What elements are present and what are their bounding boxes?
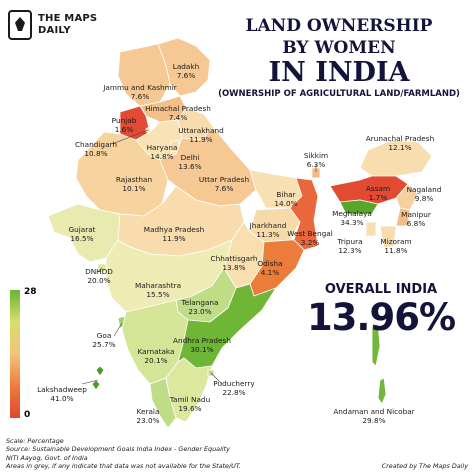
region-odisha [249, 239, 305, 297]
region-tamil-nadu [165, 357, 213, 423]
region-meghalaya [339, 199, 379, 215]
scale-max-label: 28 [24, 287, 37, 297]
label-haryana: Haryana 14.8% [146, 143, 178, 161]
label-uttarakhand: Uttarakhand 11.9% [178, 126, 224, 144]
label-uttar-pradesh: Uttar Pradesh 7.6% [198, 175, 250, 193]
label-puducherry: Puducherry 22.8% [213, 379, 255, 397]
label-meghalaya: Meghalaya 34.3% [332, 209, 372, 227]
label-jammu-and-kashmir: Jammu and Kashmir 7.6% [103, 83, 177, 101]
label-rajasthan: Rajasthan 10.1% [115, 175, 153, 193]
label-sikkim: Sikkim 6.3% [303, 151, 329, 169]
label-mizoram: Mizoram 11.8% [380, 237, 412, 255]
region-sikkim [311, 167, 321, 179]
label-kerala: Kerala 23.0% [136, 407, 160, 425]
note-line: Areas in grey, if any indicate that data… [6, 461, 241, 470]
label-odisha: Odisha 4.1% [257, 259, 283, 277]
title-line-2: BY WOMEN [282, 38, 396, 58]
map-pin-logo-icon [8, 10, 32, 40]
label-nagaland: Nagaland 9.8% [406, 185, 442, 203]
region-rajasthan [75, 131, 169, 217]
scale-min-label: 0 [24, 410, 31, 420]
overall-label: OVERALL INDIA [324, 282, 438, 297]
brand-line-2: DAILY [38, 25, 71, 36]
map-subtitle: (OWNERSHIP OF AGRICULTURAL LAND/FARMLAND… [218, 89, 460, 99]
label-west-bengal: West Bengal 3.2% [287, 229, 333, 247]
credit-text: Created by The Maps Daily [381, 462, 468, 470]
note-line: NITI Aayog, Govt. of India [6, 453, 88, 462]
label-lakshadweep: Lakshadweep 41.0% [37, 385, 87, 403]
label-jharkhand: Jharkhand 11.3% [249, 221, 287, 239]
brand-logo: THE MAPS DAILY [8, 6, 108, 46]
note-line: Source: Sustainable Development Goals In… [6, 445, 230, 454]
label-bihar: Bihar 14.0% [274, 190, 298, 208]
label-chandigarh: Chandigarh 10.8% [74, 140, 118, 158]
label-arunachal-pradesh: Arunachal Pradesh 12.1% [365, 134, 435, 152]
title-line-3: IN INDIA [268, 57, 410, 88]
region-tripura [365, 221, 377, 237]
leader-lines [81, 129, 317, 385]
label-andhra-pradesh: Andhra Pradesh 30.1% [173, 336, 231, 354]
source-notes: Scale: Percentage Source: Sustainable De… [6, 437, 336, 470]
label-himachal-pradesh: Himachal Pradesh 7.4% [145, 104, 211, 122]
label-delhi: Delhi 13.6% [178, 153, 202, 171]
note-line: Scale: Percentage [6, 437, 64, 445]
label-dnhdd: DNHDD 20.0% [85, 267, 113, 285]
region-mizoram [379, 225, 397, 249]
label-gujarat: Gujarat 16.5% [68, 225, 96, 243]
label-tripura: Tripura 12.3% [337, 237, 363, 255]
label-manipur: Manipur 6.8% [401, 210, 431, 228]
label-karnataka: Karnataka 20.1% [137, 347, 175, 365]
label-chhattisgarh: Chhattisgarh 13.8% [210, 254, 258, 272]
overall-value: 13.96% [306, 296, 456, 339]
label-goa: Goa 25.7% [92, 331, 116, 349]
label-andaman-and-nicobar: Andaman and Nicobar 29.8% [333, 407, 415, 425]
color-scale-bar [10, 290, 20, 418]
region-arunachal-pradesh [359, 139, 433, 177]
label-maharashtra: Maharashtra 15.5% [134, 281, 182, 299]
label-telangana: Telangana 23.0% [181, 298, 219, 316]
region-manipur [395, 207, 411, 227]
brand-line-1: THE MAPS [38, 13, 98, 24]
label-ladakh: Ladakh 7.6% [172, 62, 200, 80]
region-lakshadweep [91, 365, 105, 391]
label-madhya-pradesh: Madhya Pradesh 11.9% [143, 225, 205, 243]
region-andaman-and-nicobar [371, 323, 387, 405]
label-punjab: Punjab 1.6% [111, 116, 137, 134]
region-nagaland [395, 183, 419, 211]
label-assam: Assam 1.7% [365, 184, 391, 202]
title-line-1: LAND OWNERSHIP [245, 16, 433, 36]
label-tamil-nadu: Tamil Nadu 19.6% [169, 395, 211, 413]
